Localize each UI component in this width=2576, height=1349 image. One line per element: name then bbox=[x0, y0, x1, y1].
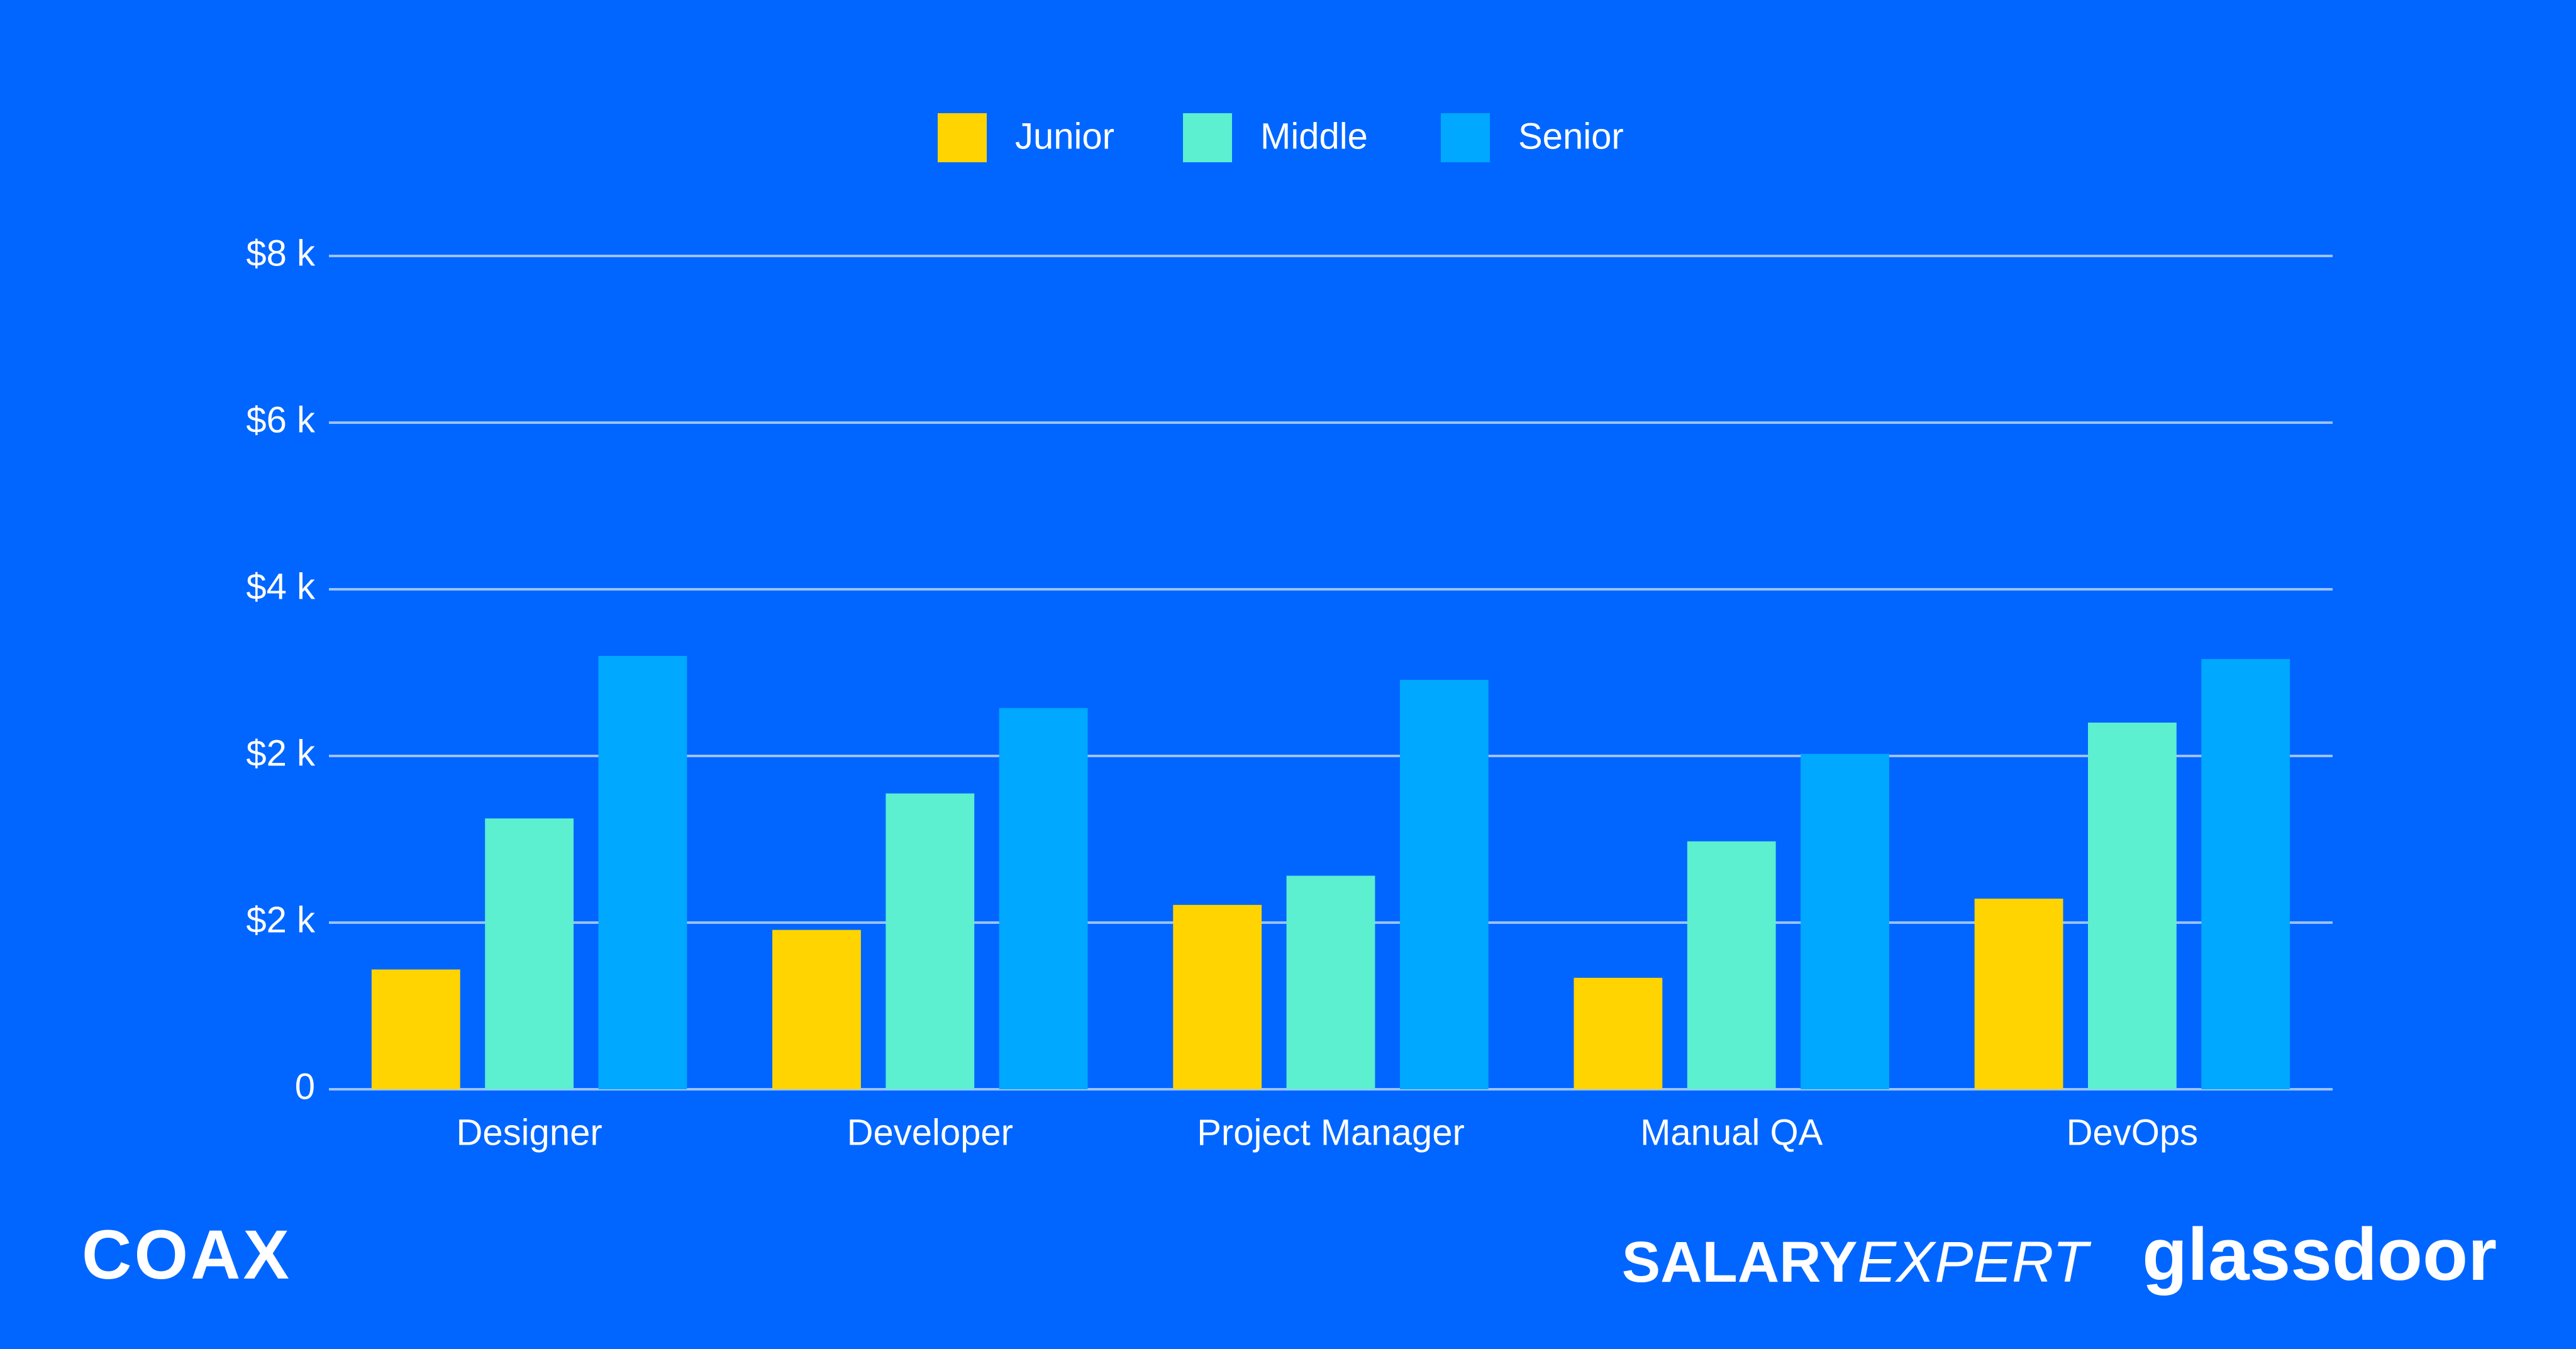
bar bbox=[485, 818, 574, 1089]
bar bbox=[1574, 977, 1663, 1089]
expert-text: EXPERT bbox=[1858, 1230, 2092, 1294]
bar bbox=[772, 930, 861, 1089]
y-tick-label: $4 k bbox=[246, 566, 316, 607]
bar bbox=[1687, 841, 1776, 1089]
legend-swatch bbox=[1183, 113, 1232, 162]
bar bbox=[598, 656, 687, 1089]
bar bbox=[1801, 753, 1889, 1089]
x-tick-label: DevOps bbox=[2067, 1112, 2199, 1153]
y-tick-label: 0 bbox=[295, 1066, 315, 1107]
y-tick-label: $8 k bbox=[246, 233, 316, 274]
y-tick-label: $6 k bbox=[246, 399, 316, 440]
bar bbox=[371, 969, 460, 1089]
bar bbox=[886, 793, 975, 1089]
y-tick-label: $2 k bbox=[246, 899, 316, 940]
legend-swatch bbox=[1441, 113, 1490, 162]
bar bbox=[2201, 658, 2290, 1089]
legend-label: Middle bbox=[1260, 116, 1368, 157]
brand-logo: COAX bbox=[82, 1216, 292, 1294]
bar bbox=[2087, 723, 2177, 1089]
y-tick-label: $2 k bbox=[246, 733, 316, 774]
x-tick-label: Developer bbox=[847, 1112, 1013, 1153]
legend-label: Senior bbox=[1518, 116, 1624, 157]
glassdoor-logo: glassdoor bbox=[2142, 1213, 2497, 1296]
salary-text: SALARY bbox=[1622, 1230, 1858, 1294]
x-tick-label: Manual QA bbox=[1640, 1112, 1823, 1153]
bar bbox=[1974, 898, 2063, 1089]
salaryexpert-logo: SALARYEXPERT bbox=[1622, 1230, 2092, 1294]
bar bbox=[1286, 875, 1375, 1089]
x-tick-label: Designer bbox=[457, 1112, 602, 1153]
bar bbox=[1173, 904, 1262, 1089]
bar bbox=[1399, 680, 1489, 1089]
bar bbox=[999, 708, 1088, 1089]
x-tick-label: Project Manager bbox=[1197, 1112, 1465, 1153]
legend-swatch bbox=[938, 113, 987, 162]
legend-label: Junior bbox=[1015, 116, 1114, 157]
